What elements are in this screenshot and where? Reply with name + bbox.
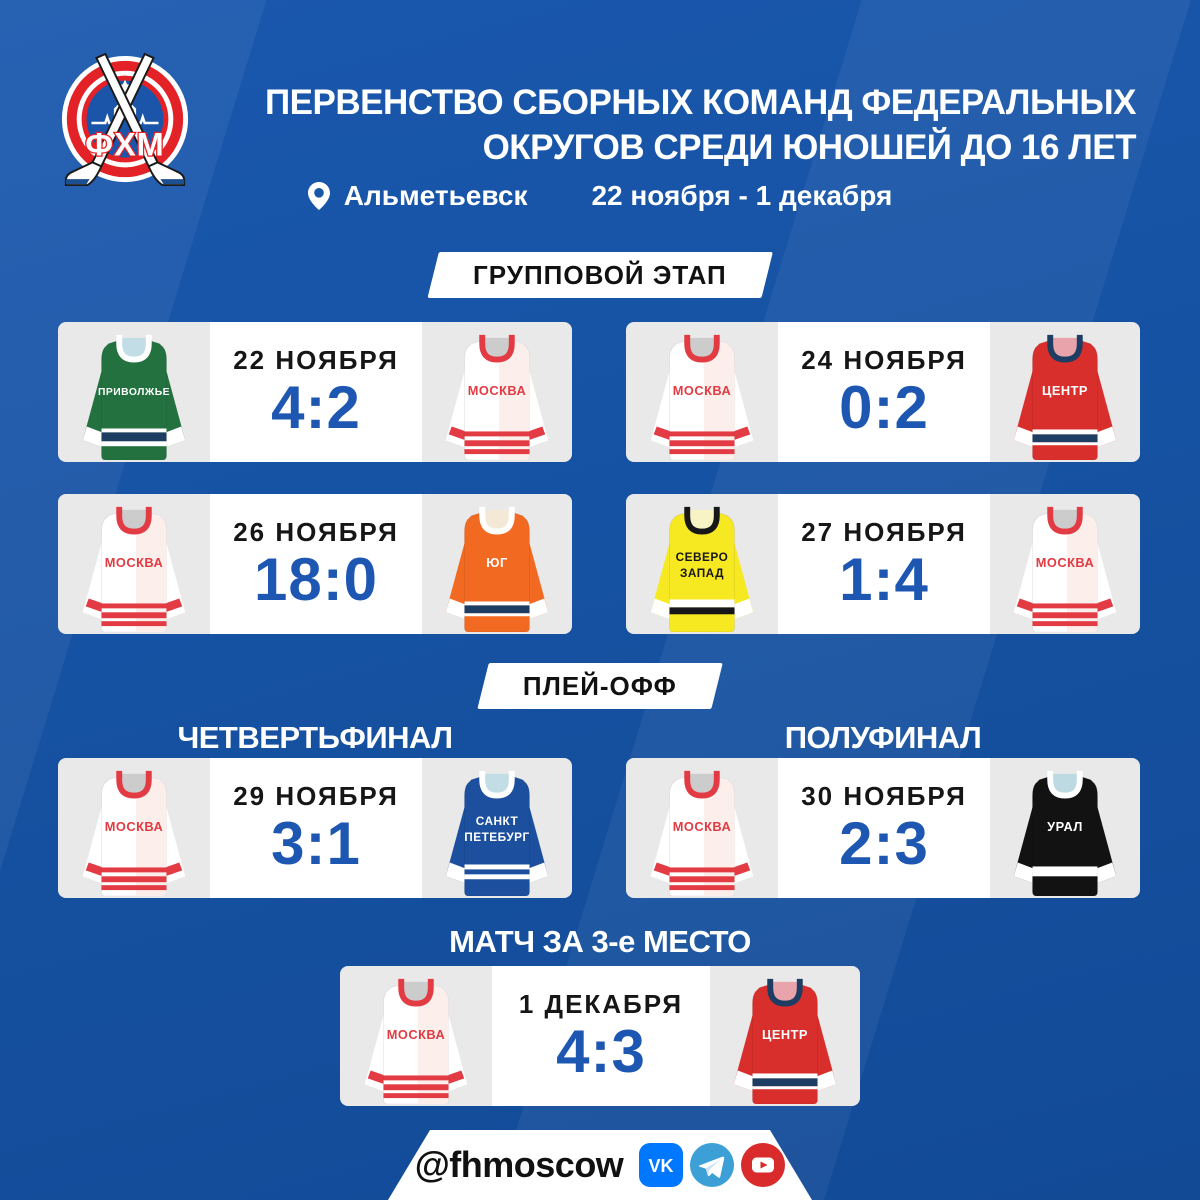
footer: @fhmoscow VK (388, 1130, 812, 1200)
jersey-graphic: ЦЕНТР (1013, 334, 1117, 460)
home-jersey: МОСКВА (340, 966, 492, 1106)
team-label: ЮГ (486, 555, 507, 570)
team-label: ЦЕНТР (1042, 383, 1088, 398)
semifinal-header: ПОЛУФИНАЛ (784, 720, 982, 755)
jersey-graphic: САНКТ ПЕТЕБУРГ (445, 770, 549, 896)
team-label: МОСКВА (105, 555, 163, 570)
event-info-row: Альметьевск 22 ноября - 1 декабря (0, 180, 1200, 212)
home-jersey: МОСКВА (58, 494, 210, 634)
social-handle[interactable]: @fhmoscow (414, 1144, 624, 1185)
match-card-group-2: МОСКВА 24 НОЯБРЯ 0:2 ЦЕНТР (626, 322, 1140, 462)
away-jersey: УРАЛ (990, 758, 1140, 898)
svg-text:VK: VK (649, 1156, 674, 1176)
team-label: МОСКВА (673, 383, 731, 398)
playoff-badge: ПЛЕЙ-ОФФ (477, 663, 723, 709)
team-label: СЕВЕРО ЗАПАД (676, 550, 729, 580)
social-icons: VK (639, 1143, 786, 1187)
home-jersey: МОСКВА (626, 758, 778, 898)
match-date: 22 НОЯБРЯ (233, 345, 399, 375)
match-date: 24 НОЯБРЯ (801, 345, 967, 375)
page-title: ПЕРВЕНСТВО СБОРНЫХ КОМАНД ФЕДЕРАЛЬНЫХ ОК… (215, 80, 1137, 170)
jersey-graphic: УРАЛ (1013, 770, 1117, 896)
team-label: ЦЕНТР (762, 1027, 808, 1042)
home-jersey: МОСКВА (58, 758, 210, 898)
team-label: ПРИВОЛЖЬЕ (98, 387, 170, 398)
jersey-graphic: ПРИВОЛЖЬЕ (82, 334, 186, 460)
logo-abbr: ФХМ (85, 127, 164, 163)
away-jersey: САНКТ ПЕТЕБУРГ (422, 758, 572, 898)
third-place-header: МАТЧ ЗА 3-е МЕСТО (449, 924, 751, 959)
telegram-icon[interactable] (690, 1143, 735, 1187)
team-label: МОСКВА (468, 383, 526, 398)
match-score: 4:3 (556, 1018, 646, 1085)
jersey-graphic: МОСКВА (364, 978, 468, 1104)
jersey-graphic: МОСКВА (445, 334, 549, 460)
match-score: 3:1 (271, 810, 361, 877)
match-card-third-place: МОСКВА 1 ДЕКАБРЯ 4:3 ЦЕНТР (340, 966, 860, 1106)
match-date: 1 ДЕКАБРЯ (518, 989, 684, 1019)
fhm-logo: ФХМ (61, 52, 189, 187)
home-jersey: СЕВЕРО ЗАПАД (626, 494, 778, 634)
match-card-group-3: МОСКВА 26 НОЯБРЯ 18:0 ЮГ (58, 494, 572, 634)
match-score: 0:2 (839, 374, 929, 441)
title-line-2: ОКРУГОВ СРЕДИ ЮНОШЕЙ ДО 16 ЛЕТ (482, 128, 1137, 167)
match-date: 27 НОЯБРЯ (801, 517, 967, 547)
match-score: 1:4 (839, 546, 929, 613)
location-label: Альметьевск (343, 180, 528, 211)
youtube-icon[interactable] (741, 1143, 786, 1187)
match-score: 18:0 (253, 546, 379, 613)
event-location: Альметьевск (307, 180, 528, 212)
match-score: 2:3 (839, 810, 929, 877)
away-jersey: ЦЕНТР (990, 322, 1140, 462)
quarterfinal-header: ЧЕТВЕРТЬФИНАЛ (177, 720, 453, 755)
jersey-graphic: СЕВЕРО ЗАПАД (650, 506, 754, 632)
match-score: 4:2 (271, 374, 361, 441)
jersey-graphic: МОСКВА (82, 770, 186, 896)
jersey-graphic: МОСКВА (82, 506, 186, 632)
away-jersey: ЮГ (422, 494, 572, 634)
match-card-group-1: ПРИВОЛЖЬЕ 22 НОЯБРЯ 4:2 МОСКВА (58, 322, 572, 462)
match-date: 30 НОЯБРЯ (801, 781, 967, 811)
jersey-graphic: ЦЕНТР (733, 978, 837, 1104)
home-jersey: МОСКВА (626, 322, 778, 462)
group-stage-label: ГРУППОВОЙ ЭТАП (473, 259, 727, 290)
match-card-quarterfinal: МОСКВА 29 НОЯБРЯ 3:1 САНКТ ПЕТЕБУРГ (58, 758, 572, 898)
location-pin-icon (307, 182, 330, 210)
match-date: 26 НОЯБРЯ (233, 517, 399, 547)
team-label: МОСКВА (387, 1027, 445, 1042)
title-line-1: ПЕРВЕНСТВО СБОРНЫХ КОМАНД ФЕДЕРАЛЬНЫХ (264, 83, 1137, 122)
team-label: МОСКВА (673, 819, 731, 834)
vk-icon[interactable]: VK (639, 1143, 684, 1187)
match-date: 29 НОЯБРЯ (233, 781, 399, 811)
jersey-graphic: ЮГ (445, 506, 549, 632)
jersey-graphic: МОСКВА (1013, 506, 1117, 632)
home-jersey: ПРИВОЛЖЬЕ (58, 322, 210, 462)
jersey-graphic: МОСКВА (650, 334, 754, 460)
match-card-semifinal: МОСКВА 30 НОЯБРЯ 2:3 УРАЛ (626, 758, 1140, 898)
group-stage-badge: ГРУППОВОЙ ЭТАП (427, 252, 773, 298)
crossed-hockey-sticks (64, 52, 186, 187)
jersey-graphic: МОСКВА (650, 770, 754, 896)
team-label: САНКТ ПЕТЕБУРГ (464, 814, 529, 844)
team-label: УРАЛ (1047, 819, 1083, 834)
event-dates: 22 ноября - 1 декабря (591, 180, 893, 211)
away-jersey: МОСКВА (990, 494, 1140, 634)
team-label: МОСКВА (1036, 555, 1094, 570)
playoff-label: ПЛЕЙ-ОФФ (523, 670, 677, 701)
away-jersey: ЦЕНТР (710, 966, 860, 1106)
match-card-group-4: СЕВЕРО ЗАПАД 27 НОЯБРЯ 1:4 МОСКВА (626, 494, 1140, 634)
away-jersey: МОСКВА (422, 322, 572, 462)
team-label: МОСКВА (105, 819, 163, 834)
